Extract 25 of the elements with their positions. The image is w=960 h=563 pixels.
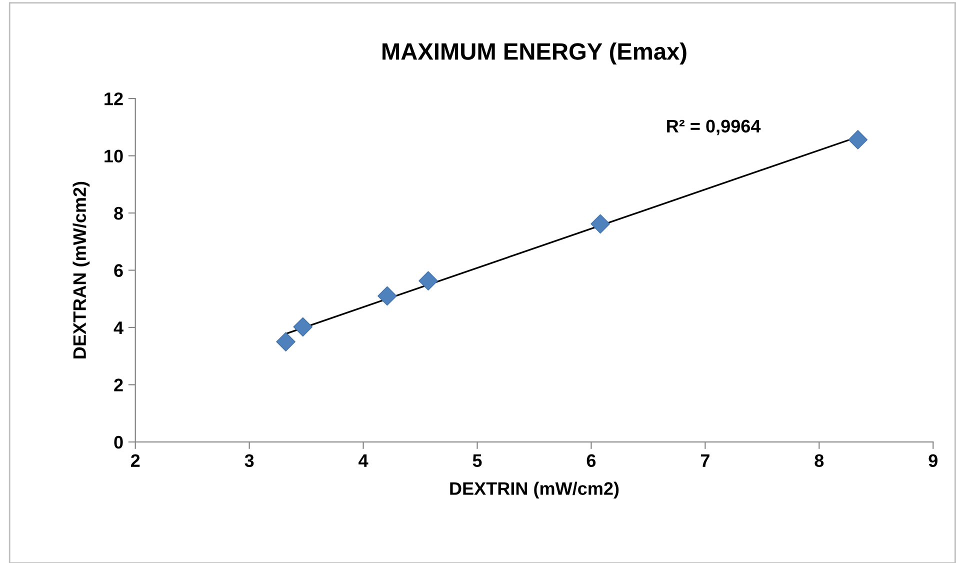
- x-tick-label: 7: [700, 454, 710, 467]
- x-tick-label: 4: [358, 454, 368, 467]
- y-tick-label: 4: [114, 322, 124, 334]
- y-tick-label: 10: [104, 150, 123, 162]
- x-tick-label: 9: [928, 454, 938, 468]
- x-tick-label: 6: [586, 454, 596, 468]
- x-tick-label: 5: [472, 454, 482, 468]
- y-tick-label: 6: [114, 264, 123, 277]
- y-tick-label: 8: [114, 206, 123, 220]
- x-tick-label: 3: [244, 454, 254, 468]
- point: [276, 332, 296, 352]
- chart-title: MAXIMUM ENERGY (Emax): [382, 42, 686, 65]
- x-tick-label: 8: [814, 454, 824, 468]
- x-tick-label: 2: [130, 454, 140, 467]
- point: [293, 317, 313, 337]
- point: [418, 271, 438, 290]
- point: [590, 214, 610, 234]
- point: [848, 130, 868, 150]
- y-tick-label: 0: [114, 436, 123, 449]
- x-axis-title: DEXTRIN (mW/cm2): [450, 482, 619, 499]
- y-tick-label: 12: [104, 92, 123, 106]
- annotation: R² = 0,9964: [667, 120, 761, 136]
- point: [378, 286, 397, 306]
- y-axis-title: DEXTRAN (mW/cm2): [72, 182, 90, 358]
- y-tick-label: 2: [114, 378, 123, 392]
